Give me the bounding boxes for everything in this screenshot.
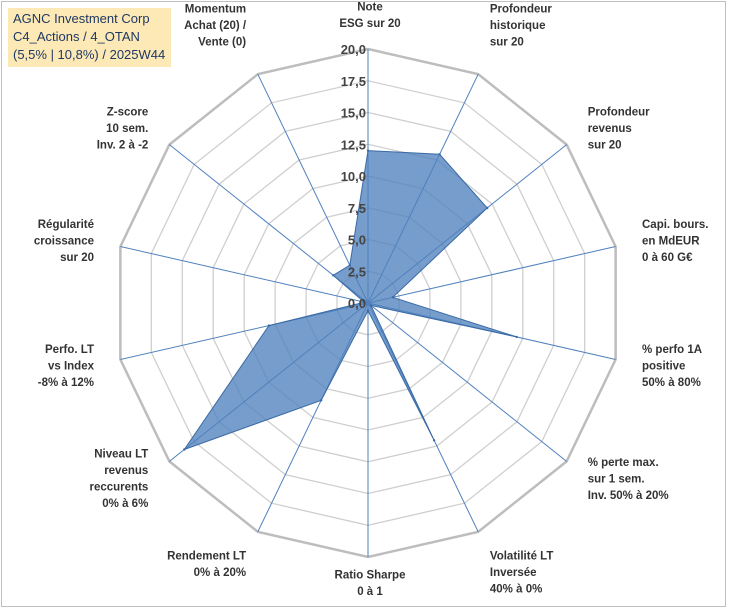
axis-label-7: Ratio Sharpe 0 à 1 — [335, 569, 406, 598]
axis-label-9-line-3: 0% à 6% — [102, 498, 148, 510]
axis-label-0-line-0: Note — [357, 1, 383, 13]
axis-label-6-line-2: 40% à 0% — [490, 584, 542, 596]
axis-label-4: % perfo 1A positive 50% à 80% — [642, 344, 702, 389]
data-point-2 — [486, 206, 489, 210]
axis-label-1: Profondeur historique sur 20 — [490, 4, 552, 49]
tick-label-1: 2,5 — [348, 264, 366, 279]
data-point-12 — [332, 274, 335, 277]
tick-label-8: 20,0 — [341, 42, 366, 57]
axis-label-12-line-1: 10 sem. — [106, 123, 148, 135]
axis-label-11: Régularité croissance sur 20 — [34, 219, 94, 264]
chart-title-box: AGNC Investment Corp C4_Actions / 4_OTAN… — [8, 8, 172, 67]
axis-label-1-line-2: sur 20 — [490, 37, 524, 49]
chart-title-line-3: (5,5% | 10,8%) / 2025W44 — [13, 47, 166, 62]
axis-label-10-line-1: vs Index — [48, 361, 95, 373]
axis-label-13: Momentum Achat (20) / Vente (0) — [184, 4, 247, 49]
data-point-0 — [366, 149, 370, 152]
axis-label-11-line-2: sur 20 — [60, 252, 94, 264]
axis-label-0: Note ESG sur 20 — [339, 1, 400, 30]
axis-label-5: % perte max. sur 1 sem. Inv. 50% à 20% — [588, 457, 669, 502]
axis-label-1-line-0: Profondeur — [490, 4, 552, 16]
axis-label-2-line-0: Profondeur — [588, 106, 650, 118]
axis-label-1-line-1: historique — [490, 20, 546, 32]
axis-label-11-line-0: Régularité — [38, 219, 94, 231]
data-point-4 — [515, 335, 518, 339]
axis-label-12-line-2: Inv. 2 à -2 — [97, 139, 149, 151]
tick-label-0: 0,0 — [348, 296, 366, 311]
axis-label-0-line-1: ESG sur 20 — [339, 18, 400, 30]
axis-label-3-line-0: Capi. bours. — [642, 219, 708, 231]
axis-label-8-line-0: Rendement LT — [167, 551, 246, 563]
data-point-1 — [438, 153, 441, 156]
axis-label-3-line-2: 0 à 60 G€ — [642, 252, 693, 264]
spoke-5 — [367, 302, 567, 462]
axis-label-10: Perfo. LT vs Index -8% à 12% — [38, 344, 95, 389]
data-point-9 — [183, 448, 186, 451]
axis-label-11-line-1: croissance — [34, 236, 94, 248]
spoke-11 — [120, 246, 369, 304]
axis-label-9: Niveau LT revenus reccurents 0% à 6% — [89, 449, 148, 511]
data-point-5 — [369, 304, 373, 307]
tick-label-2: 5,0 — [348, 233, 366, 248]
axis-label-10-line-2: -8% à 12% — [38, 377, 94, 389]
tick-label-5: 12,5 — [341, 137, 366, 152]
axis-label-3-line-1: en MdEUR — [642, 236, 700, 248]
axis-label-5-line-2: Inv. 50% à 20% — [588, 490, 669, 502]
axis-label-10-line-0: Perfo. LT — [45, 344, 94, 356]
data-point-3 — [391, 296, 394, 299]
axis-label-13-line-2: Vente (0) — [198, 37, 246, 49]
axis-label-2: Profondeur revenus sur 20 — [588, 106, 650, 151]
tick-label-7: 17,5 — [341, 74, 366, 89]
axis-label-4-line-2: 50% à 80% — [642, 377, 701, 389]
axis-label-8: Rendement LT 0% à 20% — [167, 551, 246, 580]
chart-title-line-1: AGNC Investment Corp — [13, 11, 150, 26]
axis-label-4-line-1: positive — [642, 361, 685, 373]
axis-label-7-line-0: Ratio Sharpe — [335, 569, 406, 581]
data-point-6 — [432, 439, 436, 442]
chart-title-line-2: C4_Actions / 4_OTAN — [13, 29, 140, 44]
axis-label-6-line-0: Volatilité LT — [490, 551, 553, 563]
axis-label-9-line-1: revenus — [104, 465, 148, 477]
axis-label-9-line-2: reccurents — [89, 482, 148, 494]
spoke-3 — [367, 246, 616, 304]
axis-label-9-line-0: Niveau LT — [94, 449, 148, 461]
axis-label-13-line-1: Achat (20) / — [184, 20, 247, 32]
tick-label-3: 7,5 — [348, 201, 366, 216]
axis-label-12: Z-score 10 sem. Inv. 2 à -2 — [97, 106, 149, 151]
data-point-13 — [348, 264, 351, 267]
axis-label-7-line-1: 0 à 1 — [357, 586, 383, 598]
axis-label-6-line-1: Inversée — [490, 567, 537, 579]
data-point-7 — [366, 309, 370, 312]
axis-label-6: Volatilité LT Inversée 40% à 0% — [490, 551, 553, 596]
axis-label-5-line-0: % perte max. — [588, 457, 659, 469]
axis-label-4-line-0: % perfo 1A — [642, 344, 702, 356]
axis-label-3: Capi. bours. en MdEUR 0 à 60 G€ — [642, 219, 708, 264]
axis-label-2-line-1: revenus — [588, 123, 632, 135]
axis-label-8-line-1: 0% à 20% — [194, 567, 246, 579]
data-point-11 — [363, 301, 366, 304]
data-point-8 — [320, 399, 323, 402]
axis-label-5-line-1: sur 1 sem. — [588, 473, 645, 485]
tick-label-4: 10,0 — [341, 169, 366, 184]
axis-label-13-line-0: Momentum — [185, 4, 246, 16]
data-point-10 — [267, 324, 271, 327]
axis-label-12-line-0: Z-score — [107, 106, 149, 118]
axis-label-2-line-2: sur 20 — [588, 139, 622, 151]
tick-label-6: 15,0 — [341, 106, 366, 121]
